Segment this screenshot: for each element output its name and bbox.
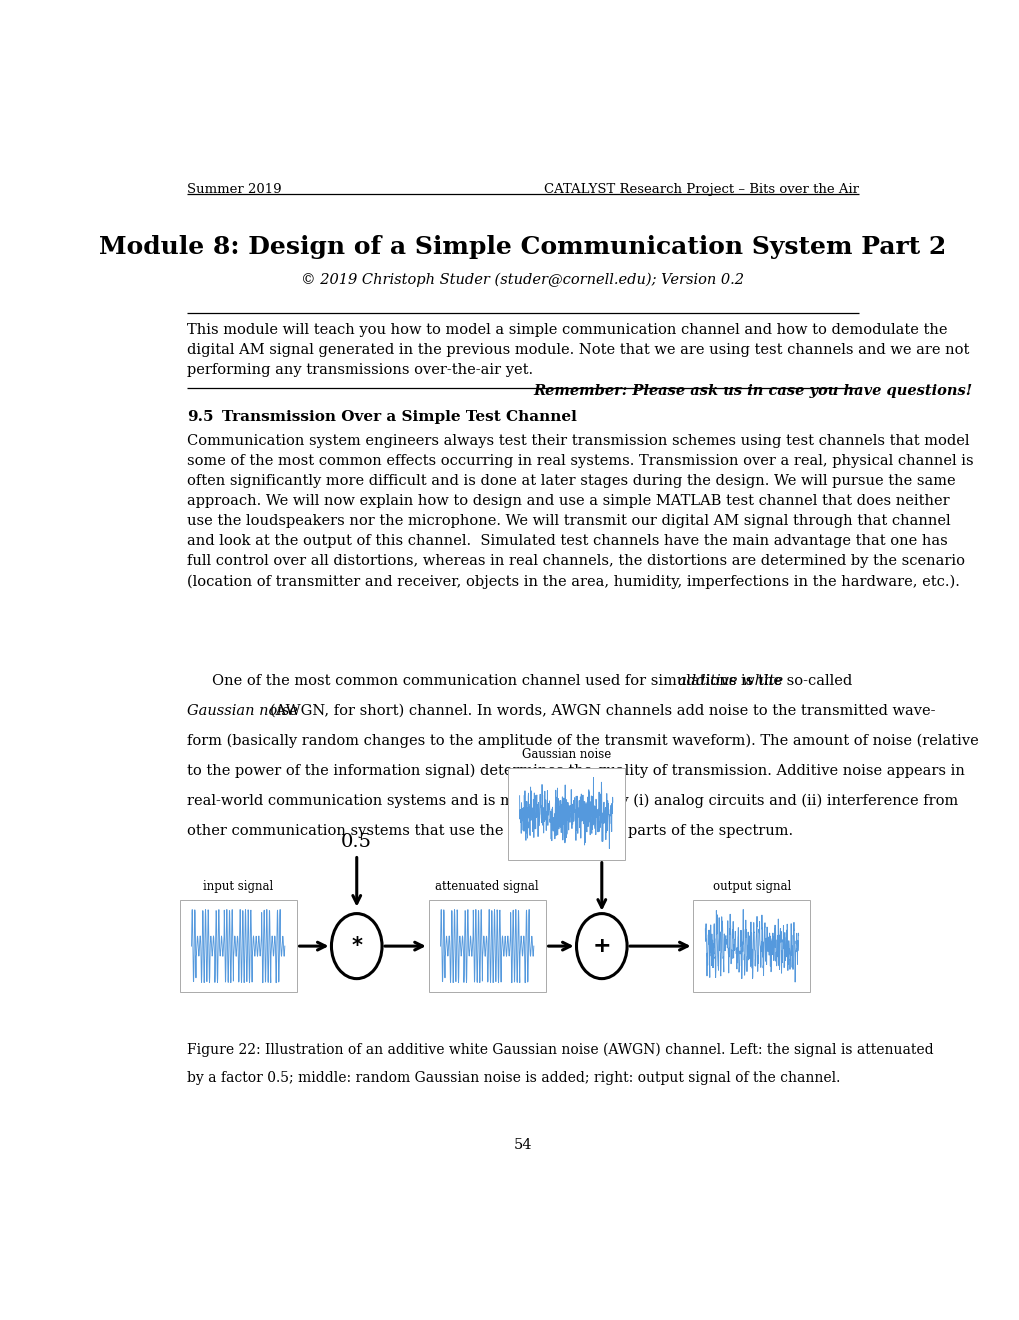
Text: output signal: output signal — [712, 880, 791, 894]
Text: Summer 2019: Summer 2019 — [186, 182, 281, 195]
Text: Remember: Please ask us in case you have questions!: Remember: Please ask us in case you have… — [533, 384, 971, 397]
Text: (AWGN, for short) channel. In words, AWGN channels add noise to the transmitted : (AWGN, for short) channel. In words, AWG… — [269, 704, 934, 718]
Text: This module will teach you how to model a simple communication channel and how t: This module will teach you how to model … — [186, 323, 968, 378]
Text: by a factor 0.5; middle: random Gaussian noise is added; right: output signal of: by a factor 0.5; middle: random Gaussian… — [186, 1071, 840, 1085]
Circle shape — [576, 913, 627, 978]
Text: Transmission Over a Simple Test Channel: Transmission Over a Simple Test Channel — [222, 411, 577, 425]
Text: +: + — [592, 936, 610, 956]
Bar — [507, 768, 624, 859]
Text: 54: 54 — [513, 1138, 532, 1152]
Text: Gaussian noise: Gaussian noise — [521, 748, 610, 762]
Text: to the power of the information signal) determines the quality of transmission. : to the power of the information signal) … — [186, 764, 964, 777]
Bar — [693, 900, 810, 991]
Text: other communication systems that use the same or nearby parts of the spectrum.: other communication systems that use the… — [186, 824, 792, 838]
Circle shape — [331, 913, 382, 978]
Text: form (basically random changes to the amplitude of the transmit waveform). The a: form (basically random changes to the am… — [186, 734, 977, 748]
Text: Module 8: Design of a Simple Communication System Part 2: Module 8: Design of a Simple Communicati… — [99, 235, 946, 259]
Text: input signal: input signal — [203, 880, 273, 894]
Text: © 2019 Christoph Studer (studer@cornell.edu); Version 0.2: © 2019 Christoph Studer (studer@cornell.… — [301, 272, 744, 286]
Bar — [179, 900, 297, 991]
Bar — [428, 900, 545, 991]
Text: *: * — [351, 936, 362, 956]
Text: real-world communication systems and is mainly caused by (i) analog circuits and: real-world communication systems and is … — [186, 793, 957, 808]
Text: CATALYST Research Project – Bits over the Air: CATALYST Research Project – Bits over th… — [543, 182, 858, 195]
Text: 9.5: 9.5 — [186, 411, 213, 425]
Text: additive white: additive white — [678, 673, 783, 688]
Text: Figure 22: Illustration of an additive white Gaussian noise (AWGN) channel. Left: Figure 22: Illustration of an additive w… — [186, 1043, 932, 1057]
Text: One of the most common communication channel used for simulations is the so-call: One of the most common communication cha… — [212, 673, 856, 688]
Text: Gaussian noise: Gaussian noise — [186, 704, 298, 718]
Text: Communication system engineers always test their transmission schemes using test: Communication system engineers always te… — [186, 434, 972, 589]
Text: 0.5: 0.5 — [341, 833, 372, 850]
Text: attenuated signal: attenuated signal — [435, 880, 538, 894]
